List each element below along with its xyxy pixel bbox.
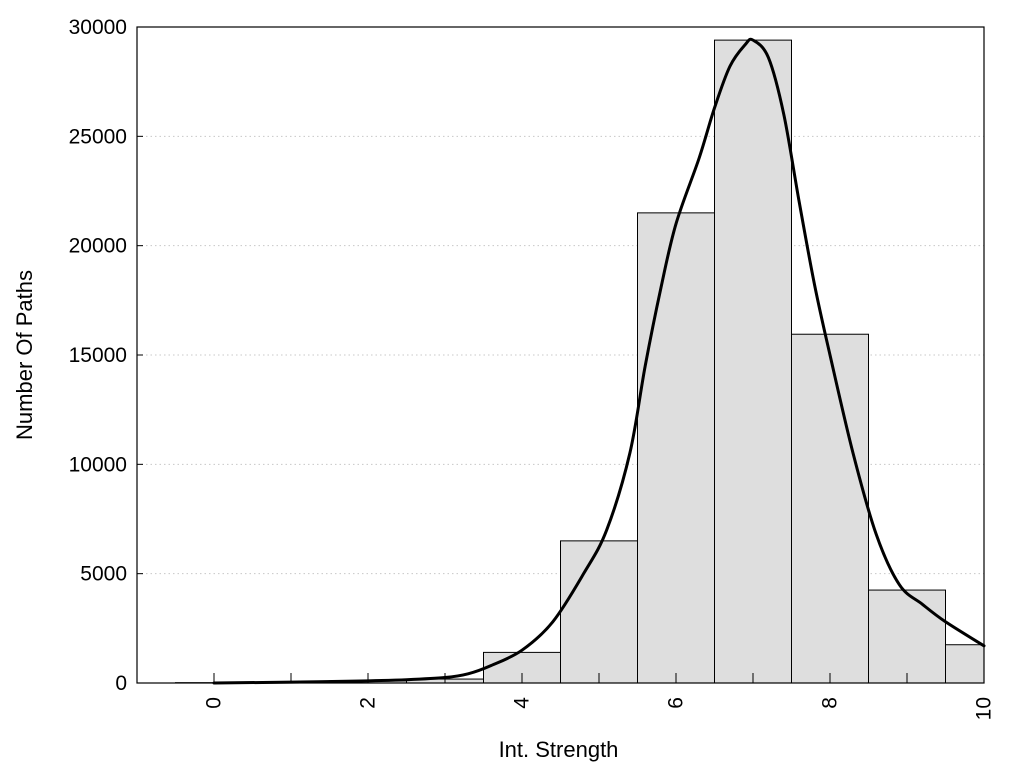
x-tick-label: 10 [973, 697, 996, 720]
histogram-bar [791, 333, 869, 684]
y-tick-label: 0 [115, 672, 127, 695]
y-tick-label: 30000 [69, 16, 127, 39]
histogram-bar [945, 644, 985, 684]
histogram-bar [868, 589, 946, 684]
histogram-bars [175, 39, 985, 684]
y-tick-label: 25000 [69, 125, 127, 148]
x-tick-label: 2 [357, 697, 380, 709]
histogram-bar [637, 212, 715, 684]
x-tick-label: 4 [511, 697, 534, 709]
x-tick-label: 8 [819, 697, 842, 709]
x-axis-ticks: 0 2 4 6 8 10 [203, 673, 996, 720]
y-axis-title: Number Of Paths [12, 270, 37, 440]
y-tick-label: 5000 [80, 563, 127, 586]
x-tick-label: 0 [203, 697, 226, 709]
y-tick-label: 15000 [69, 344, 127, 367]
density-curve-group [212, 37, 986, 685]
histogram-bar [560, 540, 638, 684]
histogram-bar [714, 39, 792, 684]
y-axis-ticks: 0 5000 10000 15000 20000 25000 30000 [69, 16, 143, 695]
y-tick-label: 10000 [69, 453, 127, 476]
x-tick-label: 6 [665, 697, 688, 709]
y-tick-label: 20000 [69, 235, 127, 258]
x-axis-title: Int. Strength [499, 737, 619, 762]
density-curve [212, 37, 986, 685]
